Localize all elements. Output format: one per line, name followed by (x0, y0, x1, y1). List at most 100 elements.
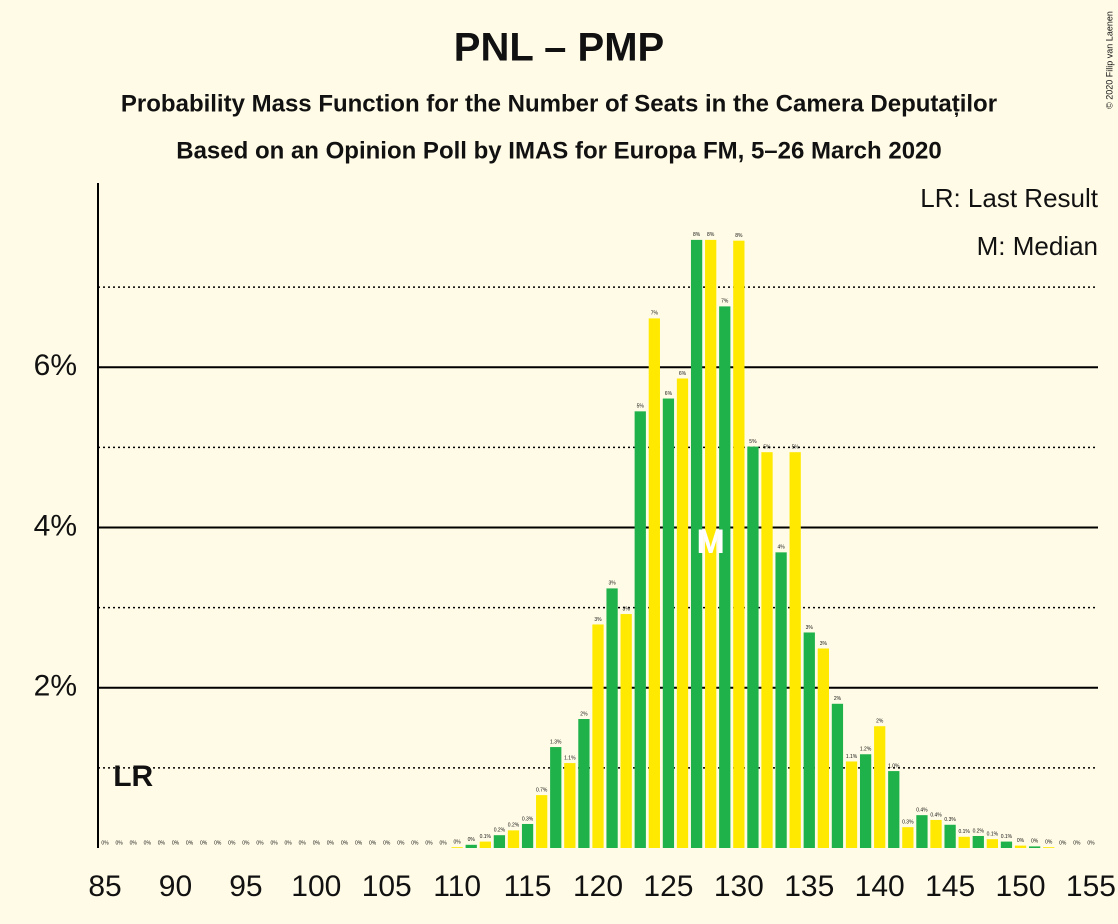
value-label: 8% (693, 232, 701, 238)
bar (648, 318, 660, 848)
value-label: 0% (299, 840, 307, 846)
value-label: 5% (792, 445, 800, 451)
value-label: 0% (1031, 839, 1039, 845)
value-label: 0% (425, 840, 433, 846)
bar (705, 239, 717, 848)
bar (1043, 847, 1055, 848)
value-label: 0% (383, 840, 391, 846)
value-label: 0% (228, 840, 236, 846)
value-label: 0% (101, 840, 109, 846)
y-tick-label: 6% (34, 349, 77, 382)
value-label: 0.1% (987, 832, 999, 838)
x-tick-label: 95 (229, 870, 262, 903)
value-label: 0% (341, 840, 349, 846)
bar (930, 819, 942, 848)
value-label: 0% (454, 840, 462, 846)
x-tick-label: 125 (643, 870, 693, 903)
value-label: 0.2% (494, 828, 506, 834)
value-label: 2% (834, 696, 842, 702)
value-label: 0% (1087, 840, 1095, 846)
x-tick-label: 120 (573, 870, 623, 903)
value-label: 0% (439, 840, 447, 846)
value-label: 2% (580, 711, 588, 717)
value-label: 8% (735, 233, 743, 239)
value-label: 0.1% (480, 834, 492, 840)
x-tick-label: 145 (925, 870, 975, 903)
value-label: 0% (144, 840, 152, 846)
bar (1000, 841, 1013, 848)
x-tick-label: 110 (433, 870, 481, 903)
y-tick-label: 2% (34, 670, 77, 703)
value-label: 3% (608, 581, 616, 587)
bar (747, 446, 759, 848)
bar (817, 648, 829, 848)
value-label: 0% (116, 840, 124, 846)
value-label: 0% (186, 840, 194, 846)
bar (479, 841, 491, 848)
chart-subtitle: Probability Mass Function for the Number… (121, 90, 997, 117)
value-label: 0% (313, 840, 321, 846)
x-tick-label: 155 (1066, 870, 1116, 903)
bar (451, 847, 463, 848)
value-label: 7% (721, 299, 729, 305)
value-label: 0% (242, 840, 250, 846)
bar (676, 378, 689, 848)
bar (972, 835, 984, 848)
value-label: 5% (637, 404, 645, 410)
value-label: 7% (651, 311, 659, 317)
value-label: 0% (285, 840, 293, 846)
y-tick-label: 4% (34, 509, 77, 542)
value-label: 0.3% (944, 817, 956, 823)
value-label: 1.2% (860, 747, 872, 753)
value-label: 3% (594, 617, 602, 623)
bar (550, 747, 562, 848)
value-label: 0% (1017, 838, 1025, 844)
bar (775, 552, 787, 848)
value-label: 0% (1059, 840, 1067, 846)
value-label: 1.0% (888, 763, 900, 769)
x-tick-label: 85 (88, 870, 121, 903)
bar (888, 771, 900, 848)
value-label: 0% (158, 840, 166, 846)
value-label: 4% (777, 545, 785, 551)
value-label: 8% (707, 232, 715, 238)
bar (507, 830, 520, 848)
bar (845, 761, 858, 848)
copyright: © 2020 Filip van Laenen (1104, 11, 1114, 109)
value-label: 2% (876, 719, 884, 725)
value-label: 1.3% (550, 739, 562, 745)
bar (662, 398, 675, 848)
bar (916, 815, 928, 848)
value-label: 0% (270, 840, 278, 846)
x-tick-label: 150 (996, 870, 1046, 903)
value-label: 0.3% (522, 816, 534, 822)
value-label: 0% (1073, 840, 1081, 846)
bar (986, 839, 998, 848)
bar (592, 624, 604, 848)
legend-item: M: Median (977, 231, 1098, 261)
bar (690, 239, 703, 848)
bar (1014, 845, 1027, 848)
value-label: 3% (820, 641, 828, 647)
bar (831, 703, 844, 848)
bar (634, 411, 646, 848)
value-label: 0% (1045, 840, 1053, 846)
bar (465, 844, 477, 848)
bar (521, 823, 534, 848)
value-label: 6% (665, 391, 673, 397)
bar (493, 835, 506, 848)
value-label: 1.1% (846, 754, 858, 760)
value-label: 0% (369, 840, 377, 846)
bar (536, 795, 548, 848)
value-label: 0% (214, 840, 222, 846)
value-label: 0% (468, 837, 476, 843)
bar (874, 726, 886, 848)
value-label: 1.1% (564, 755, 576, 761)
bar (958, 836, 970, 848)
value-label: 0.1% (958, 829, 970, 835)
value-label: 0% (200, 840, 208, 846)
value-label: 3% (806, 625, 814, 631)
bar (761, 452, 773, 848)
x-tick-label: 130 (714, 870, 764, 903)
bar (620, 614, 632, 848)
